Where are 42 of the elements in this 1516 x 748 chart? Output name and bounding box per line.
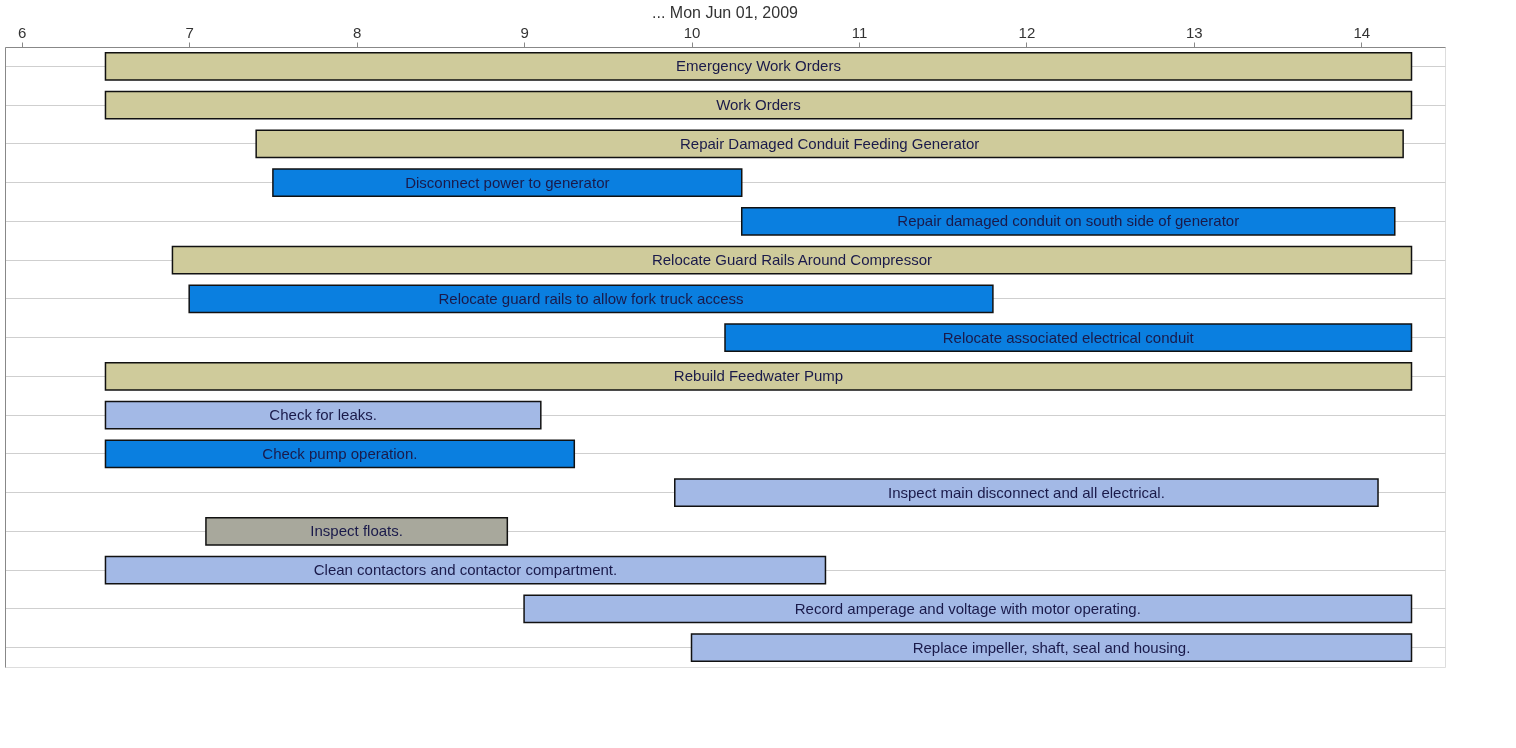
y-tick-label: Emergency Work Orders — [676, 57, 841, 75]
bar — [188, 284, 994, 314]
bar — [272, 168, 743, 197]
x-tick-label: 11 — [851, 23, 868, 41]
y-tick-label: Relocate associated electrical conduit — [942, 328, 1195, 346]
y-tick-label: Relocate Guard Rails Around Compressor — [651, 251, 933, 269]
x-tick-label: 8 — [352, 23, 362, 41]
x-tick-label: 10 — [683, 23, 701, 41]
bar — [724, 323, 1413, 352]
bar — [171, 245, 1413, 275]
y-tick-label: Inspect main disconnect and all electrical. — [887, 483, 1165, 501]
x-tick-label: 14 — [1353, 23, 1371, 41]
bar — [690, 633, 1413, 662]
y-tick-label: Work Orders — [716, 96, 801, 114]
y-tick-label: Check pump operation. — [262, 444, 418, 462]
chart-title: ... Mon Jun 01, 2009 — [652, 4, 799, 21]
y-tick-label: Disconnect power to generator — [405, 173, 610, 191]
y-tick-label: Repair damaged conduit on south side of generator — [897, 212, 1240, 230]
bar — [104, 362, 1413, 391]
y-tick-label: Replace impeller, shaft, seal and housing. — [912, 638, 1191, 656]
y-tick-label: Repair Damaged Conduit Feeding Generator — [679, 134, 980, 152]
x-tick-label: 7 — [185, 23, 194, 41]
x-tick-label: 9 — [520, 23, 529, 41]
bar — [205, 517, 509, 546]
bar — [104, 52, 1413, 81]
bar — [255, 129, 1404, 159]
bar — [104, 555, 827, 585]
x-tick-label: 13 — [1185, 23, 1203, 41]
y-tick-label: Inspect floats. — [310, 522, 403, 540]
y-tick-label: Check for leaks. — [269, 406, 377, 424]
bar — [674, 478, 1379, 507]
bar — [740, 207, 1396, 236]
y-tick-label: Clean contactors and contactor compartment. — [313, 561, 618, 579]
y-tick-label: Rebuild Feedwater Pump — [673, 367, 844, 385]
x-tick-label: 6 — [18, 23, 27, 41]
x-tick-label: 12 — [1018, 23, 1036, 41]
bar — [104, 90, 1413, 120]
bar — [523, 594, 1413, 624]
y-tick-label: Relocate guard rails to allow fork truck access — [438, 289, 744, 307]
y-tick-label: Record amperage and voltage with motor operating. — [794, 599, 1141, 617]
bar — [104, 439, 576, 469]
bar — [104, 400, 542, 430]
